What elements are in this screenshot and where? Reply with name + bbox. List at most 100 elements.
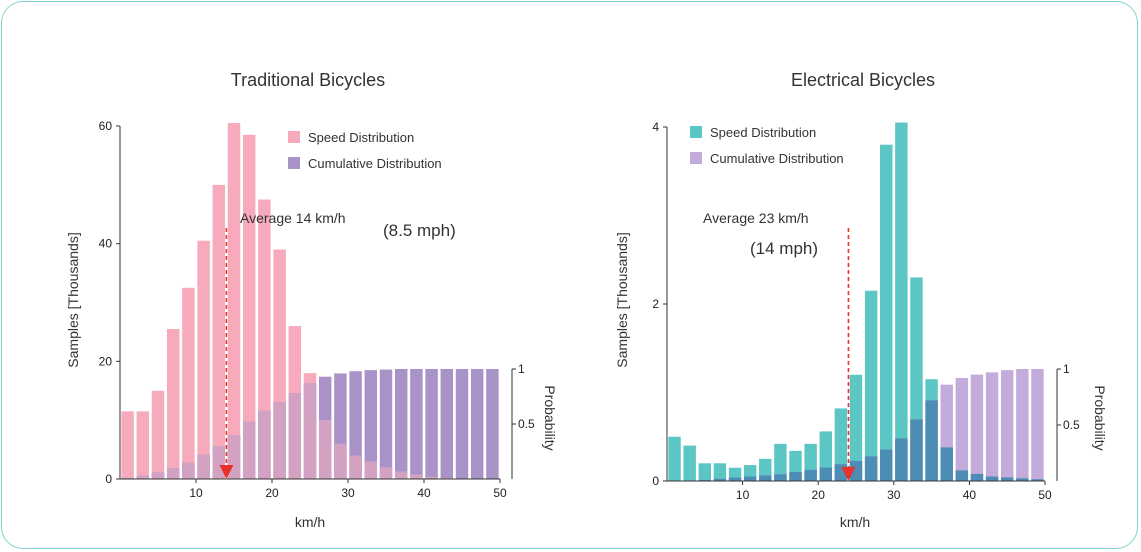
y-tick-label: 20 (99, 354, 113, 368)
overlap-bar (804, 469, 817, 481)
cumulative-bar (455, 369, 469, 479)
cumulative-bar (1016, 369, 1029, 481)
cumulative-bar (379, 369, 393, 479)
cumulative-bar (985, 372, 999, 481)
cumulative-bar (1031, 369, 1044, 481)
legend-swatch-cumulative (690, 152, 702, 164)
speed-bar (151, 390, 165, 479)
overlap-bar (197, 454, 210, 479)
overlap-bar (864, 456, 878, 481)
average-label-mph: (8.5 mph) (383, 221, 456, 240)
overlap-bar (940, 447, 953, 481)
legend-label-speed: Speed Distribution (710, 125, 816, 140)
y-tick-label: 40 (99, 237, 113, 251)
cumulative-bar (486, 369, 499, 479)
average-label: Average 23 km/h (703, 210, 809, 226)
y2-axis-label: Probability (542, 385, 558, 450)
overlap-bar (303, 383, 317, 479)
overlap-bar (849, 460, 863, 481)
overlap-bar (364, 461, 378, 479)
speed-bar (212, 184, 226, 480)
overlap-bar (440, 477, 454, 479)
speed-bar (227, 123, 241, 479)
overlap-bar (970, 473, 984, 481)
cumulative-bar (349, 371, 362, 479)
overlap-bar (394, 471, 408, 479)
cumulative-bar (470, 369, 484, 479)
speed-bar (895, 122, 908, 481)
chart-traditional: Traditional Bicycles 0 20 40 60 10 20 30 40 50 0.… (65, 70, 558, 530)
speed-bar (121, 411, 134, 479)
y2-tick-label: 1 (518, 362, 525, 376)
y-tick-label: 0 (105, 472, 112, 486)
overlap-bar (242, 421, 256, 479)
overlap-bar (258, 410, 271, 479)
speed-bar (698, 463, 711, 481)
overlap-bar (925, 400, 938, 481)
axes-group: 0 2 4 10 20 30 40 50 0.5 1 (652, 120, 1080, 502)
x-tick-label: 40 (963, 488, 977, 502)
average-label-mph: (14 mph) (750, 239, 818, 258)
average-marker (219, 228, 234, 479)
overlap-bar (789, 472, 802, 481)
axes-group: 0 20 40 60 10 20 30 40 50 0.5 1 (99, 119, 535, 500)
y2-axis-label: Probability (1092, 385, 1108, 450)
x-tick-label: 20 (812, 488, 826, 502)
x-axis-label: km/h (295, 514, 325, 530)
speed-bar (258, 199, 271, 479)
overlap-bar (182, 462, 195, 479)
speed-bar (197, 240, 210, 479)
overlap-bar (212, 446, 226, 479)
overlap-bar (728, 477, 742, 481)
overlap-bar (121, 477, 134, 479)
y-tick-label: 2 (652, 297, 659, 311)
overlap-bar (349, 455, 362, 479)
overlap-bar (910, 419, 923, 481)
overlap-bar (379, 467, 393, 479)
cumulative-bar (425, 369, 438, 479)
cumulative-bar (394, 369, 408, 479)
overlap-bar (334, 443, 347, 479)
overlap-bar (774, 474, 787, 481)
cumulative-bar (410, 369, 423, 479)
x-tick-label: 10 (736, 488, 750, 502)
chart-title: Electrical Bicycles (791, 70, 935, 90)
cumulative-bar (1001, 370, 1014, 481)
speed-bar (713, 463, 727, 481)
x-tick-label: 50 (493, 486, 507, 500)
y-axis-label: Samples [Thousands] (614, 232, 630, 367)
overlap-bar (1031, 479, 1044, 481)
overlap-bar (136, 475, 150, 479)
speed-bar (136, 411, 150, 479)
overlap-bar (273, 402, 286, 479)
x-tick-label: 30 (341, 486, 355, 500)
y2-tick-label: 0.5 (1063, 418, 1080, 432)
x-tick-label: 40 (417, 486, 431, 500)
y2-tick-label: 0.5 (518, 417, 535, 431)
cumulative-bar (364, 370, 378, 479)
legend-label-speed: Speed Distribution (308, 130, 414, 145)
overlap-bar (819, 467, 832, 481)
overlap-bar (410, 474, 423, 479)
speed-bar (849, 374, 863, 481)
average-label: Average 14 km/h (240, 210, 346, 226)
cumulative-bar (955, 377, 969, 481)
overlap-bar (698, 479, 711, 481)
overlap-bar (318, 420, 332, 479)
speed-bar (774, 443, 787, 481)
speed-bar (668, 436, 681, 481)
y2-tick-label: 1 (1063, 362, 1070, 376)
overlap-bar (425, 476, 438, 479)
x-tick-label: 20 (265, 486, 279, 500)
y-axis-label: Samples [Thousands] (65, 232, 81, 367)
average-arrow-icon (841, 467, 856, 481)
legend-label-cumulative: Cumulative Distribution (710, 151, 844, 166)
x-tick-label: 30 (887, 488, 901, 502)
speed-bar (683, 445, 696, 481)
speed-bar (834, 408, 848, 481)
bars-group (668, 122, 1044, 481)
overlap-bar (288, 393, 302, 479)
overlap-bar (759, 475, 772, 481)
overlap-bar (1016, 478, 1029, 481)
